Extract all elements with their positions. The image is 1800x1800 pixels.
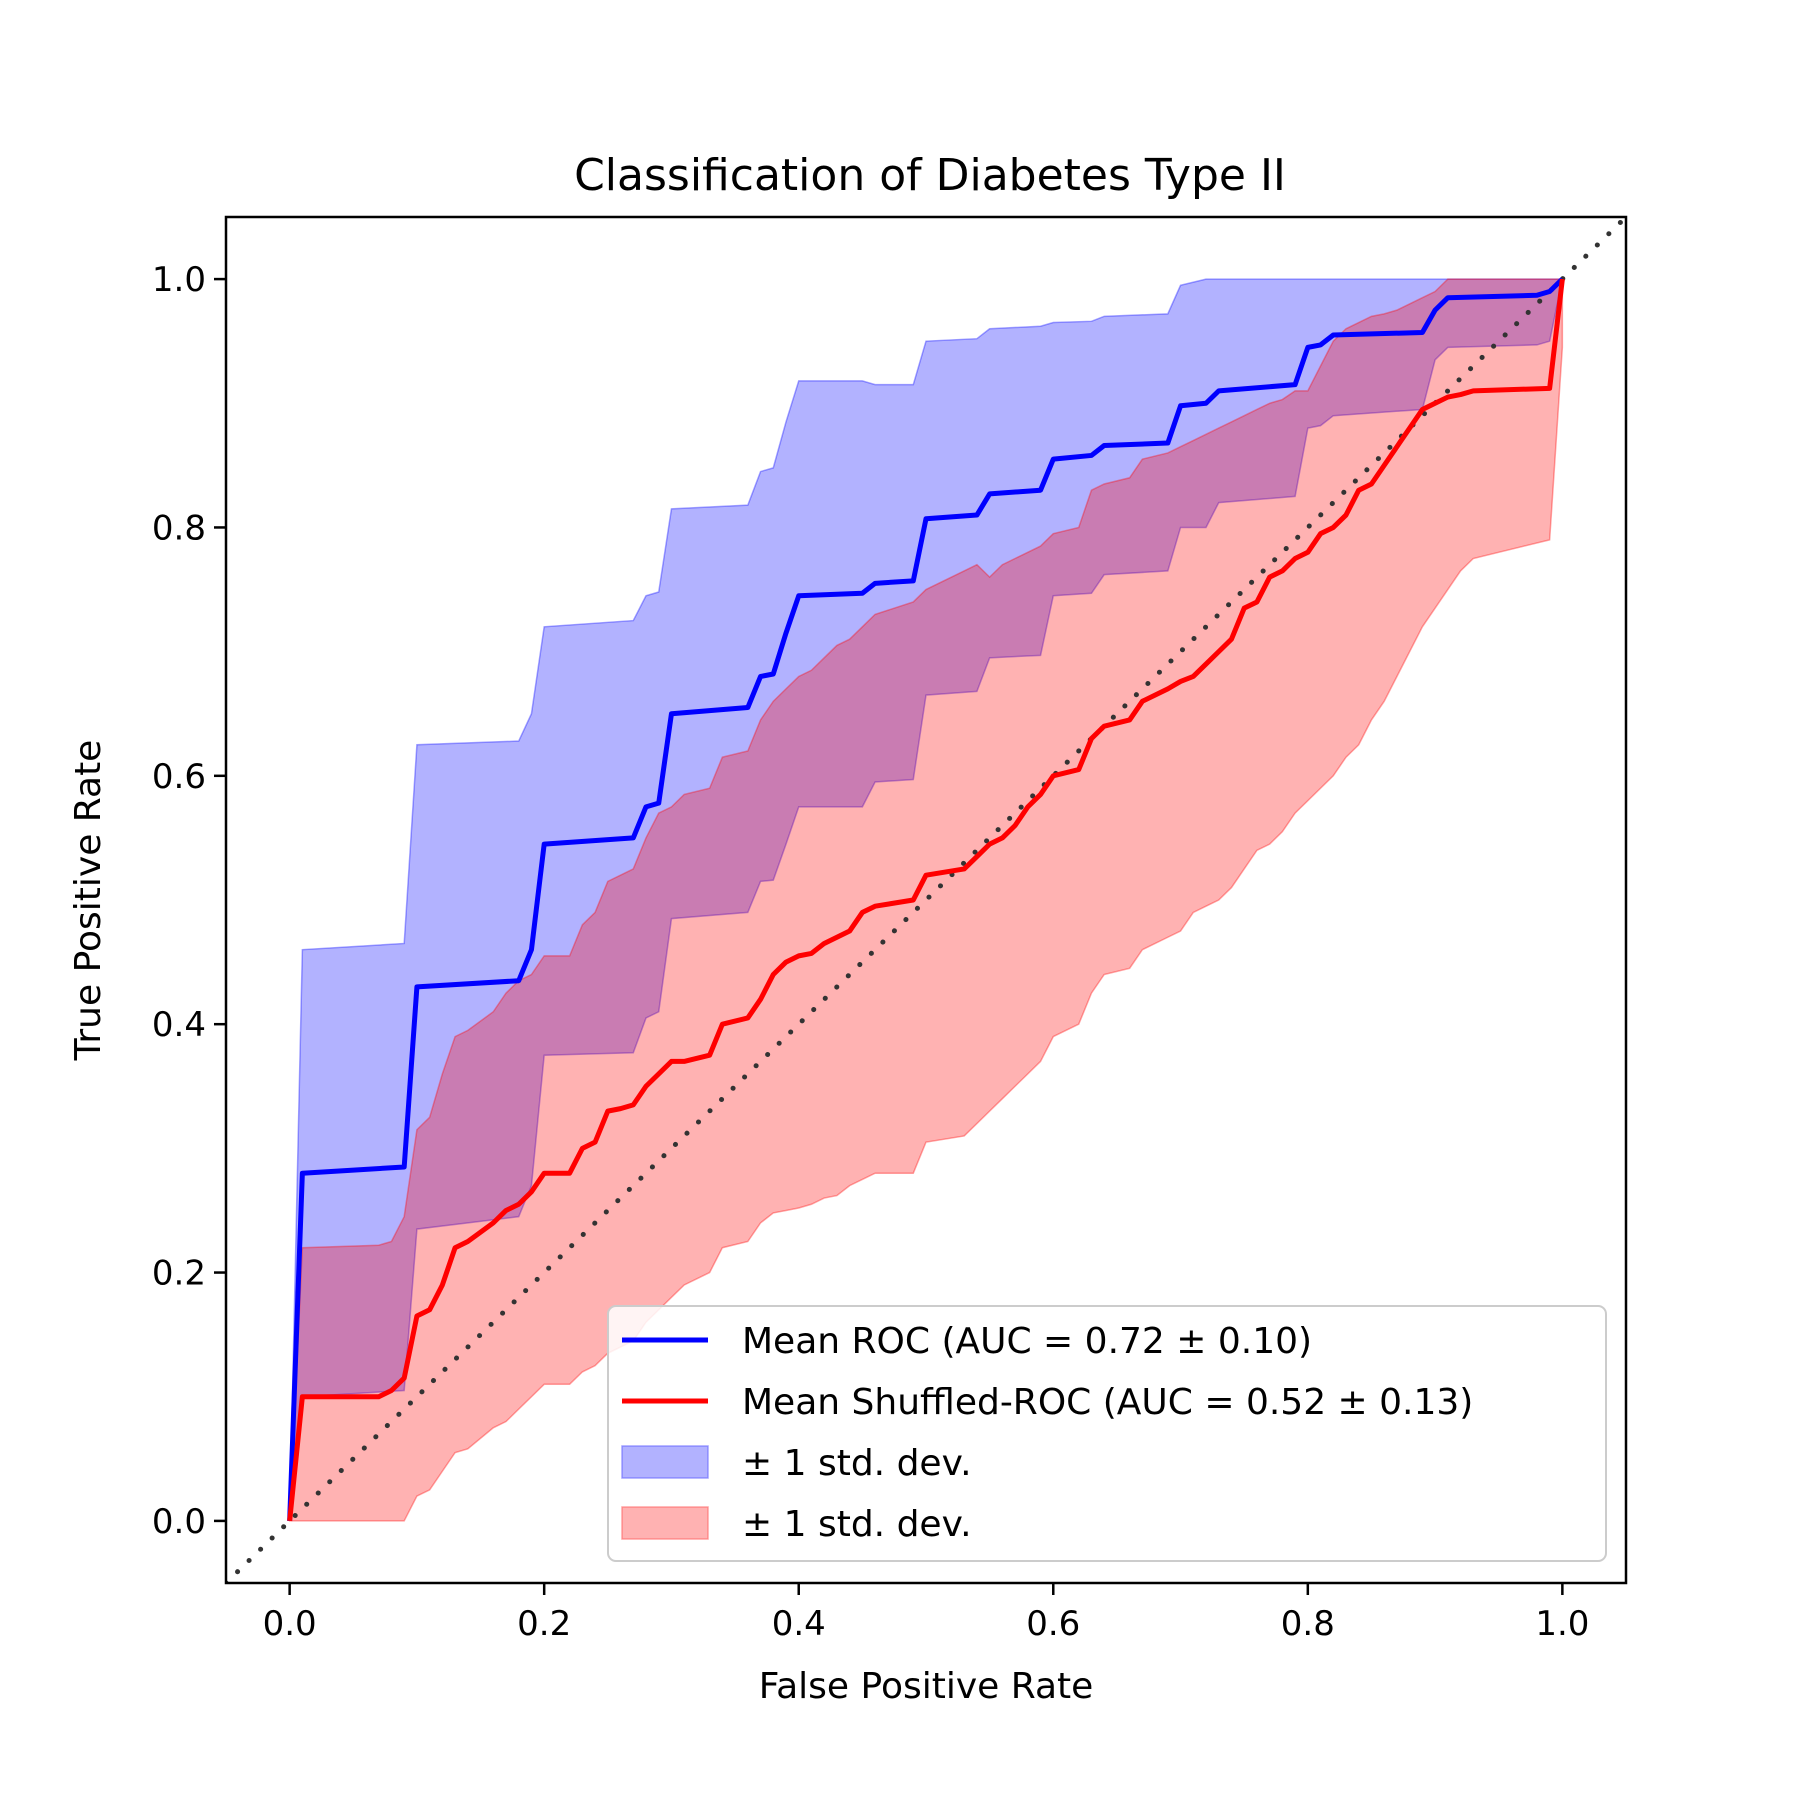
x-axis-label: False Positive Rate xyxy=(759,1666,1094,1707)
y-tick-label: 0.8 xyxy=(152,508,206,548)
legend-label: Mean ROC (AUC = 0.72 ± 0.10) xyxy=(742,1321,1312,1362)
y-tick-label: 0.0 xyxy=(152,1502,206,1542)
y-tick-label: 0.6 xyxy=(152,757,206,797)
x-tick-label: 1.0 xyxy=(1535,1604,1589,1644)
legend-label: ± 1 std. dev. xyxy=(742,1504,972,1545)
legend-label: Mean Shuffled-ROC (AUC = 0.52 ± 0.13) xyxy=(742,1382,1473,1423)
legend-patch-swatch xyxy=(621,1445,709,1479)
x-axis: 0.0 0.2 0.4 0.6 0.8 1.0 xyxy=(263,1583,1589,1644)
legend: Mean ROC (AUC = 0.72 ± 0.10) Mean Shuffle… xyxy=(607,1305,1607,1562)
chart-title: Classification of Diabetes Type II xyxy=(574,150,1286,201)
legend-label: ± 1 std. dev. xyxy=(742,1443,972,1484)
y-tick-label: 0.4 xyxy=(152,1005,206,1045)
mean-shuffled-roc-line xyxy=(287,278,1565,1522)
x-tick-label: 0.8 xyxy=(1281,1604,1335,1644)
plot-area xyxy=(226,217,1626,1583)
plot-frame xyxy=(224,215,1628,1585)
x-tick-label: 0.6 xyxy=(1026,1604,1080,1644)
x-tick-label: 0.2 xyxy=(517,1604,571,1644)
x-tick-label: 0.0 xyxy=(263,1604,317,1644)
y-axis: 0.0 0.2 0.4 0.6 0.8 1.0 xyxy=(152,260,226,1542)
x-tick-label: 0.4 xyxy=(772,1604,826,1644)
y-tick-label: 0.2 xyxy=(152,1254,206,1294)
y-axis-label: True Positive Rate xyxy=(68,740,109,1062)
legend-box xyxy=(607,1305,1607,1562)
y-tick-label: 1.0 xyxy=(152,260,206,300)
mean-roc-line xyxy=(287,277,1565,1522)
legend-patch-swatch xyxy=(621,1506,709,1540)
